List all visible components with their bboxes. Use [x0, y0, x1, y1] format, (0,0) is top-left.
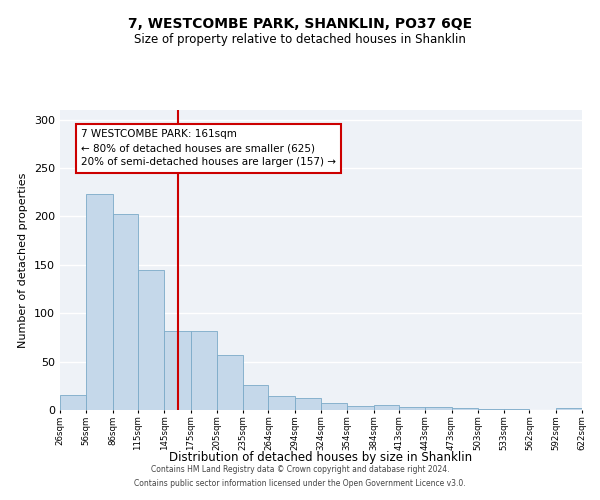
Text: Contains HM Land Registry data © Crown copyright and database right 2024.
Contai: Contains HM Land Registry data © Crown c… — [134, 466, 466, 487]
Bar — [243, 385, 268, 410]
Bar — [347, 406, 374, 410]
Bar — [191, 330, 217, 410]
Bar — [113, 214, 138, 410]
Bar — [295, 398, 321, 410]
Bar — [556, 408, 582, 410]
Bar — [374, 405, 399, 410]
Bar — [399, 407, 425, 410]
Text: 7 WESTCOMBE PARK: 161sqm
← 80% of detached houses are smaller (625)
20% of semi-: 7 WESTCOMBE PARK: 161sqm ← 80% of detach… — [81, 130, 336, 168]
Bar — [164, 330, 191, 410]
Text: Distribution of detached houses by size in Shanklin: Distribution of detached houses by size … — [169, 451, 473, 464]
Text: Size of property relative to detached houses in Shanklin: Size of property relative to detached ho… — [134, 32, 466, 46]
Bar — [268, 396, 295, 410]
Bar — [138, 270, 164, 410]
Bar — [60, 394, 86, 410]
Bar — [504, 409, 529, 410]
Bar — [86, 194, 113, 410]
Bar — [321, 403, 347, 410]
Bar — [452, 408, 478, 410]
Text: 7, WESTCOMBE PARK, SHANKLIN, PO37 6QE: 7, WESTCOMBE PARK, SHANKLIN, PO37 6QE — [128, 18, 472, 32]
Bar — [478, 409, 504, 410]
Bar — [217, 355, 243, 410]
Y-axis label: Number of detached properties: Number of detached properties — [19, 172, 28, 348]
Bar — [425, 407, 452, 410]
